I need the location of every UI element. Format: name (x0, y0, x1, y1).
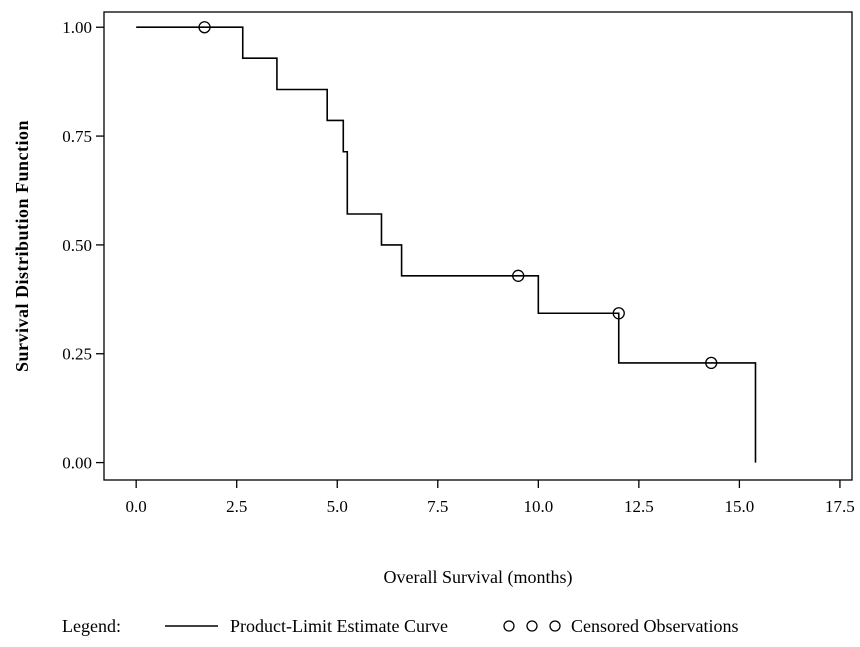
x-tick-label: 2.5 (226, 497, 247, 516)
y-tick-label: 1.00 (62, 18, 92, 37)
x-tick-label: 0.0 (126, 497, 147, 516)
legend-circle (503, 620, 515, 632)
legend-circle (549, 620, 561, 632)
censored-marker (198, 21, 211, 34)
x-tick-label: 15.0 (725, 497, 755, 516)
y-tick-label: 0.50 (62, 236, 92, 255)
y-axis-label: Survival Distribution Function (12, 120, 32, 372)
censored-marker (512, 269, 525, 282)
x-tick-label: 10.0 (523, 497, 553, 516)
legend-censored-label: Censored Observations (571, 616, 738, 636)
survival-curve (136, 26, 757, 463)
legend-title: Legend: (62, 616, 121, 636)
x-axis-label: Overall Survival (months) (384, 567, 573, 588)
plot-frame (103, 11, 853, 481)
x-tick-label: 12.5 (624, 497, 654, 516)
legend: Legend: Product-Limit Estimate Curve Cen… (62, 616, 738, 636)
x-tick-label: 5.0 (327, 497, 348, 516)
x-axis-ticks: 0.0 2.5 5.0 7.5 10.0 12.5 15.0 17.5 (126, 480, 855, 516)
x-tick-label: 17.5 (825, 497, 855, 516)
censored-marker (612, 307, 625, 320)
x-tick-label: 7.5 (427, 497, 448, 516)
legend-circle (526, 620, 538, 632)
y-tick-label: 0.00 (62, 454, 92, 473)
censored-markers (198, 21, 718, 370)
legend-curve-label: Product-Limit Estimate Curve (230, 616, 448, 636)
y-tick-label: 0.75 (62, 127, 92, 146)
y-axis-ticks: 0.00 0.25 0.50 0.75 1.00 (62, 18, 104, 473)
legend-circle-swatches (503, 620, 561, 632)
y-tick-label: 0.25 (62, 345, 92, 364)
censored-marker (705, 356, 718, 370)
